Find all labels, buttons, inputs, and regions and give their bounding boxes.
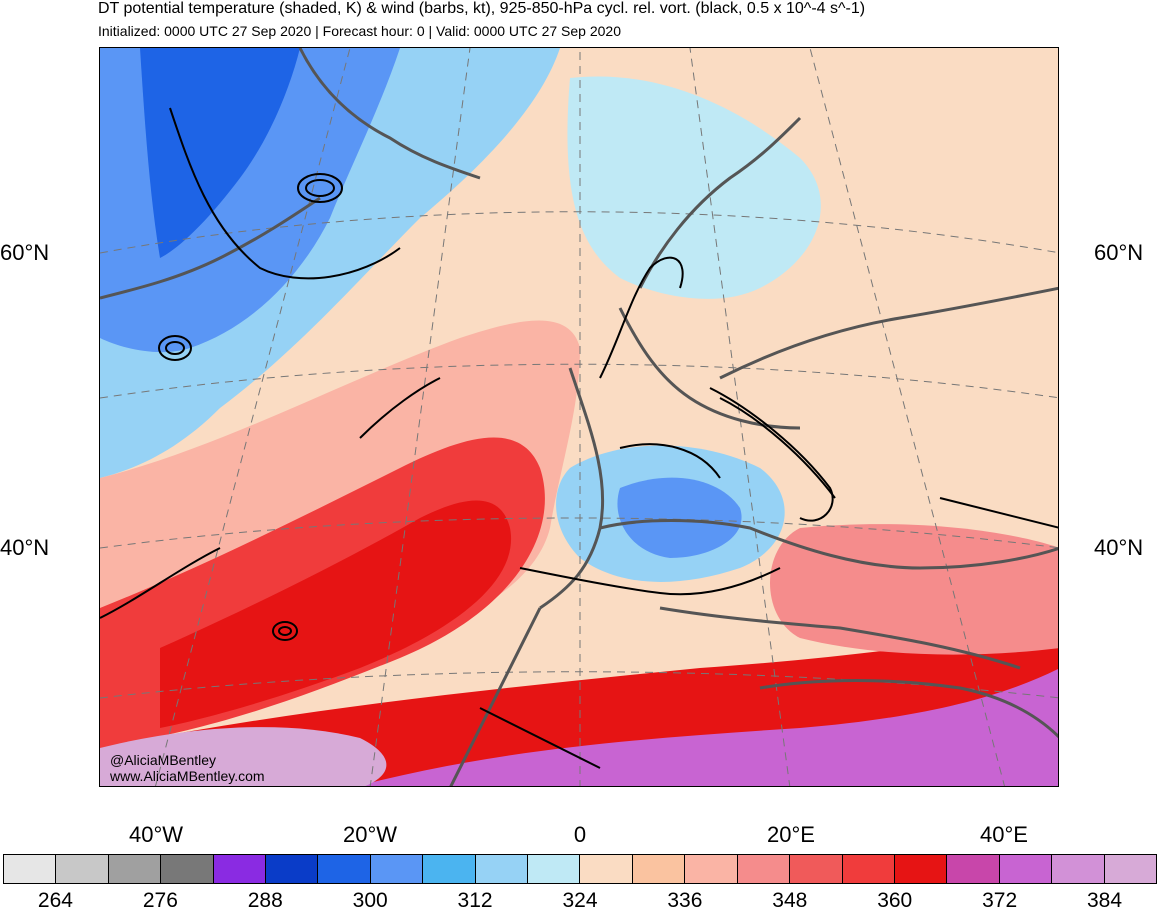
lon-label-0: 0 xyxy=(573,822,587,847)
colorbar-swatch xyxy=(685,855,738,883)
colorbar-swatch xyxy=(423,855,476,883)
colorbar-swatch xyxy=(161,855,214,883)
map-title: DT potential temperature (shaded, K) & w… xyxy=(98,0,866,17)
colorbar-label: 324 xyxy=(562,889,598,912)
coldest-region xyxy=(140,48,300,258)
central-europe-cooler xyxy=(617,477,742,558)
colorbar-swatch xyxy=(842,855,895,883)
sw-light-purple xyxy=(100,727,387,786)
colorbar-label: 312 xyxy=(457,889,493,912)
lat-label-60n-right: 60°N xyxy=(1094,240,1144,265)
credit-website: www.AliciaMBentley.com xyxy=(110,768,265,784)
colorbar-label: 336 xyxy=(667,889,703,912)
colorbar-swatch xyxy=(370,855,424,883)
vorticity-contours xyxy=(100,107,1058,769)
hottest-tongue xyxy=(160,500,512,728)
lon-label-40w: 40°W xyxy=(128,822,184,847)
colorbar-swatch xyxy=(318,855,371,883)
lon-label-40e: 40°E xyxy=(980,822,1028,847)
lon-label-20w: 20°W xyxy=(342,822,398,847)
colorbar-swatch xyxy=(999,855,1053,883)
lat-label-40n-left: 40°N xyxy=(0,535,50,560)
lon-label-20e: 20°E xyxy=(767,822,815,847)
colorbar-label: 360 xyxy=(877,889,913,912)
colorbar-label: 276 xyxy=(142,889,178,912)
lat-label-60n-left: 60°N xyxy=(0,240,50,265)
colorbar-swatch xyxy=(56,855,109,883)
colorbar-swatch xyxy=(1104,855,1156,883)
colorbar-label: 348 xyxy=(772,889,808,912)
colorbar-swatch xyxy=(1052,855,1105,883)
colorbar-swatch xyxy=(580,855,633,883)
east-warm xyxy=(770,524,1058,655)
coastlines xyxy=(100,48,1058,786)
colorbar-swatch xyxy=(266,855,319,883)
colorbar-swatch xyxy=(108,855,162,883)
colorbar xyxy=(3,854,1157,884)
colorbar-label: 288 xyxy=(247,889,283,912)
map-canvas xyxy=(100,48,1058,786)
map-subtitle: Initialized: 0000 UTC 27 Sep 2020 | Fore… xyxy=(98,23,621,39)
colorbar-swatch xyxy=(790,855,843,883)
colorbar-swatch xyxy=(632,855,686,883)
colorbar-swatch xyxy=(475,855,529,883)
colorbar-swatch xyxy=(737,855,791,883)
colorbar-swatch xyxy=(528,855,581,883)
colorbar-label: 384 xyxy=(1087,889,1123,912)
credit-handle: @AliciaMBentley xyxy=(110,752,217,768)
map-panel xyxy=(99,47,1059,787)
colorbar-label: 264 xyxy=(37,889,73,912)
southern-purple xyxy=(357,668,1058,786)
colorbar-swatch xyxy=(213,855,267,883)
colorbar-label: 300 xyxy=(352,889,388,912)
lat-label-40n-right: 40°N xyxy=(1094,535,1144,560)
colorbar-swatch xyxy=(894,855,948,883)
colorbar-swatch xyxy=(947,855,1000,883)
graticule xyxy=(100,48,1058,786)
scandinavia-cold xyxy=(567,76,821,299)
colorbar-swatch xyxy=(4,855,57,883)
colorbar-label: 372 xyxy=(982,889,1018,912)
